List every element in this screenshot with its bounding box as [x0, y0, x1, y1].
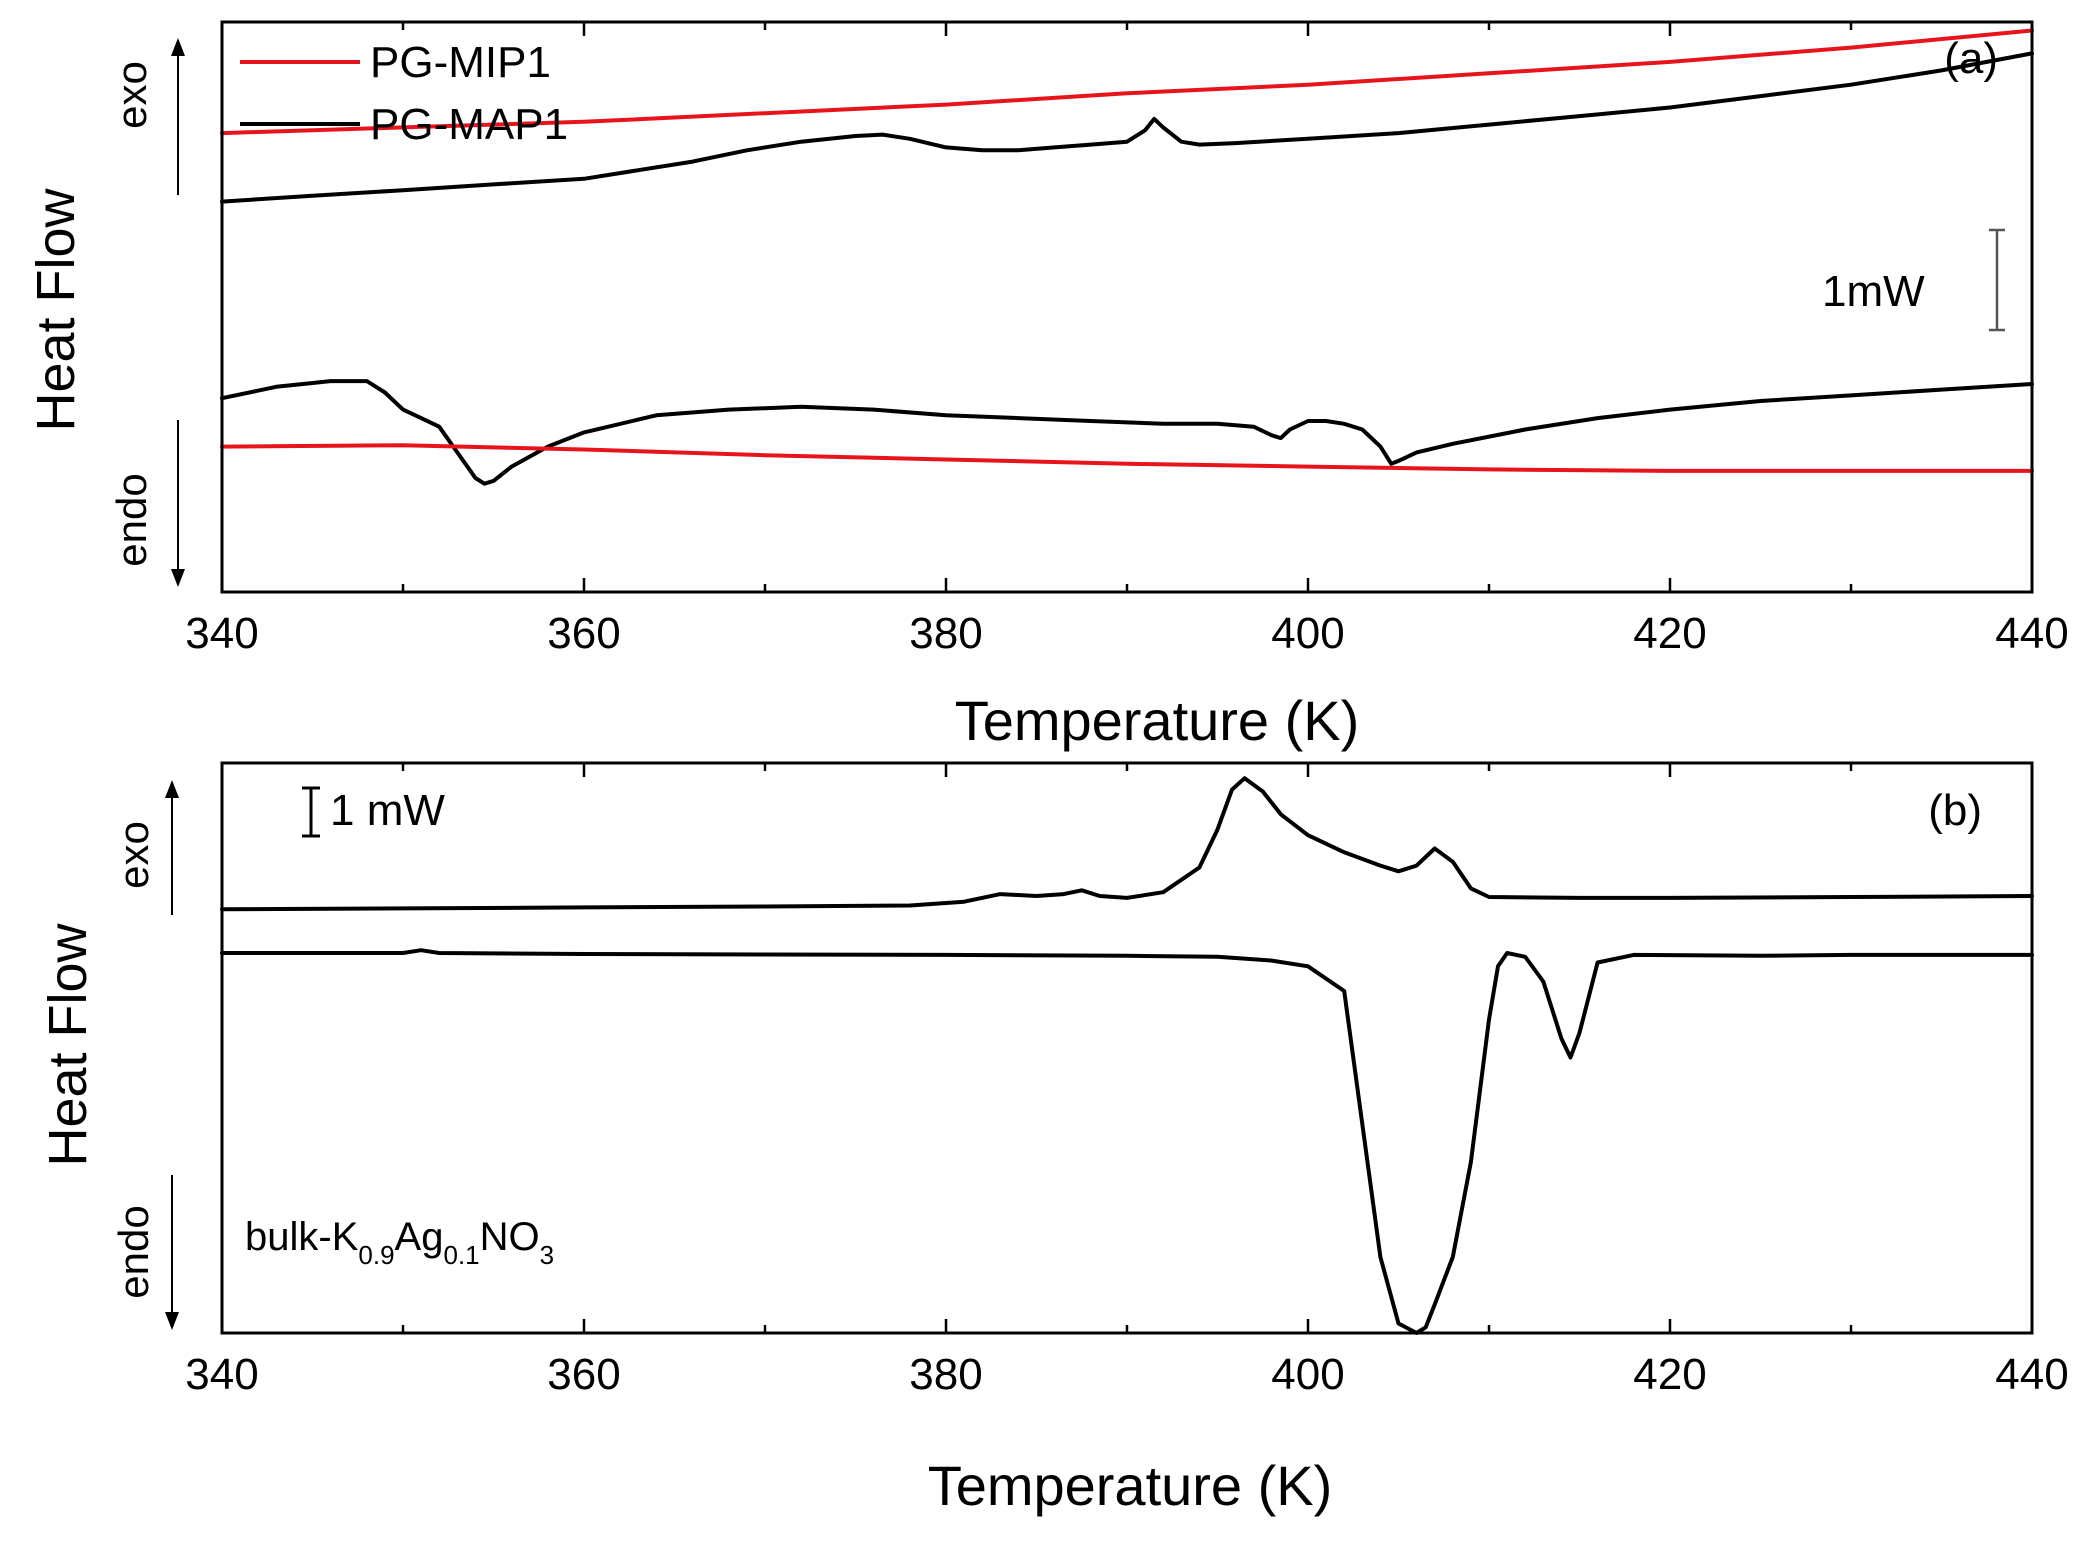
panel-a-x-tick-label-380: 380	[909, 609, 982, 658]
panel-a-x-tick-label-440: 440	[1995, 609, 2068, 658]
panel-b-series-line-bulk-cooling	[220, 948, 2034, 1335]
panel-a-x-axis-title: Temperature (K)	[955, 689, 1360, 752]
panel-a-endo-label: endo	[108, 473, 155, 566]
panel-a-scale-bar	[1989, 228, 2005, 332]
panel-a-label: (a)	[1944, 34, 1998, 83]
panel-a-series	[220, 28, 2034, 486]
panel-b-x-tick-label-380: 380	[909, 1350, 982, 1399]
panel-b-endo-arrowhead-icon	[165, 1312, 179, 1330]
panel-a-endo-arrow	[171, 420, 185, 587]
panel-a-series-line-pg-mip1-heating	[220, 28, 2034, 136]
legend-label-pg-map1: PG-MAP1	[370, 100, 568, 149]
panel-a-x-tick-label-340: 340	[185, 609, 258, 658]
legend-label-pg-mip1: PG-MIP1	[370, 38, 551, 87]
panel-b-sample-label: bulk-K0.9Ag0.1NO3	[245, 1215, 554, 1270]
panel-b-exo-arrowhead-icon	[165, 780, 179, 798]
panel-b-exo-arrow	[165, 780, 179, 915]
sample-label-sub1: 0.9	[358, 1240, 394, 1270]
panel-b-scale-bar	[302, 786, 320, 838]
panel-b-exo-label: exo	[110, 821, 157, 889]
panel-b-x-tick-label-360: 360	[547, 1350, 620, 1399]
panel-a-x-tick-label-360: 360	[547, 609, 620, 658]
sample-label-mid: Ag	[395, 1215, 444, 1259]
sample-label-sub2: 0.1	[443, 1240, 479, 1270]
sample-label-sub3: 3	[540, 1240, 554, 1270]
panel-a-legend: PG-MIP1 PG-MAP1	[240, 38, 568, 149]
panel-b-y-axis-title: Heat Flow	[38, 922, 98, 1166]
panel-a-x-tick-label-400: 400	[1271, 609, 1344, 658]
panel-b-scale-label: 1 mW	[330, 786, 445, 835]
panel-a: 340 360 380 400 420 440 Temperature (K) Heat …	[26, 20, 2069, 752]
panel-b-x-tick-label-420: 420	[1633, 1350, 1706, 1399]
panel-a-series-line-pg-mip1-cooling	[220, 443, 2034, 473]
panel-a-series-line-pg-map1-cooling	[220, 379, 2034, 486]
panel-b-x-ticks: 340 360 380 400 420 440	[185, 763, 2069, 1399]
panel-b-endo-arrow	[165, 1175, 179, 1330]
panel-a-series-line-pg-map1-heating	[220, 51, 2034, 204]
panel-b-x-tick-label-440: 440	[1995, 1350, 2068, 1399]
panel-b-series-line-bulk-heating	[220, 776, 2034, 912]
panel-b-x-axis-title: Temperature (K)	[928, 1454, 1333, 1517]
panel-b-x-tick-label-340: 340	[185, 1350, 258, 1399]
panel-a-exo-arrow	[171, 38, 185, 195]
panel-b: 340 360 380 400 420 440 Temperature (K) Heat …	[38, 761, 2069, 1517]
panel-a-endo-arrowhead-icon	[171, 569, 185, 587]
panel-a-y-axis-title: Heat Flow	[26, 187, 86, 431]
panel-b-label: (b)	[1928, 786, 1982, 835]
sample-label-suffix: NO	[480, 1215, 540, 1259]
sample-label-prefix: bulk-K	[245, 1215, 359, 1259]
panel-a-scale-label: 1mW	[1822, 267, 1925, 316]
panel-a-x-tick-label-420: 420	[1633, 609, 1706, 658]
panel-b-series	[220, 776, 2034, 1335]
panel-b-x-tick-label-400: 400	[1271, 1350, 1344, 1399]
panel-a-x-ticks: 340 360 380 400 420 440	[185, 22, 2069, 658]
panel-a-exo-arrowhead-icon	[171, 38, 185, 56]
panel-b-endo-label: endo	[110, 1205, 157, 1298]
panel-a-exo-label: exo	[108, 61, 155, 129]
